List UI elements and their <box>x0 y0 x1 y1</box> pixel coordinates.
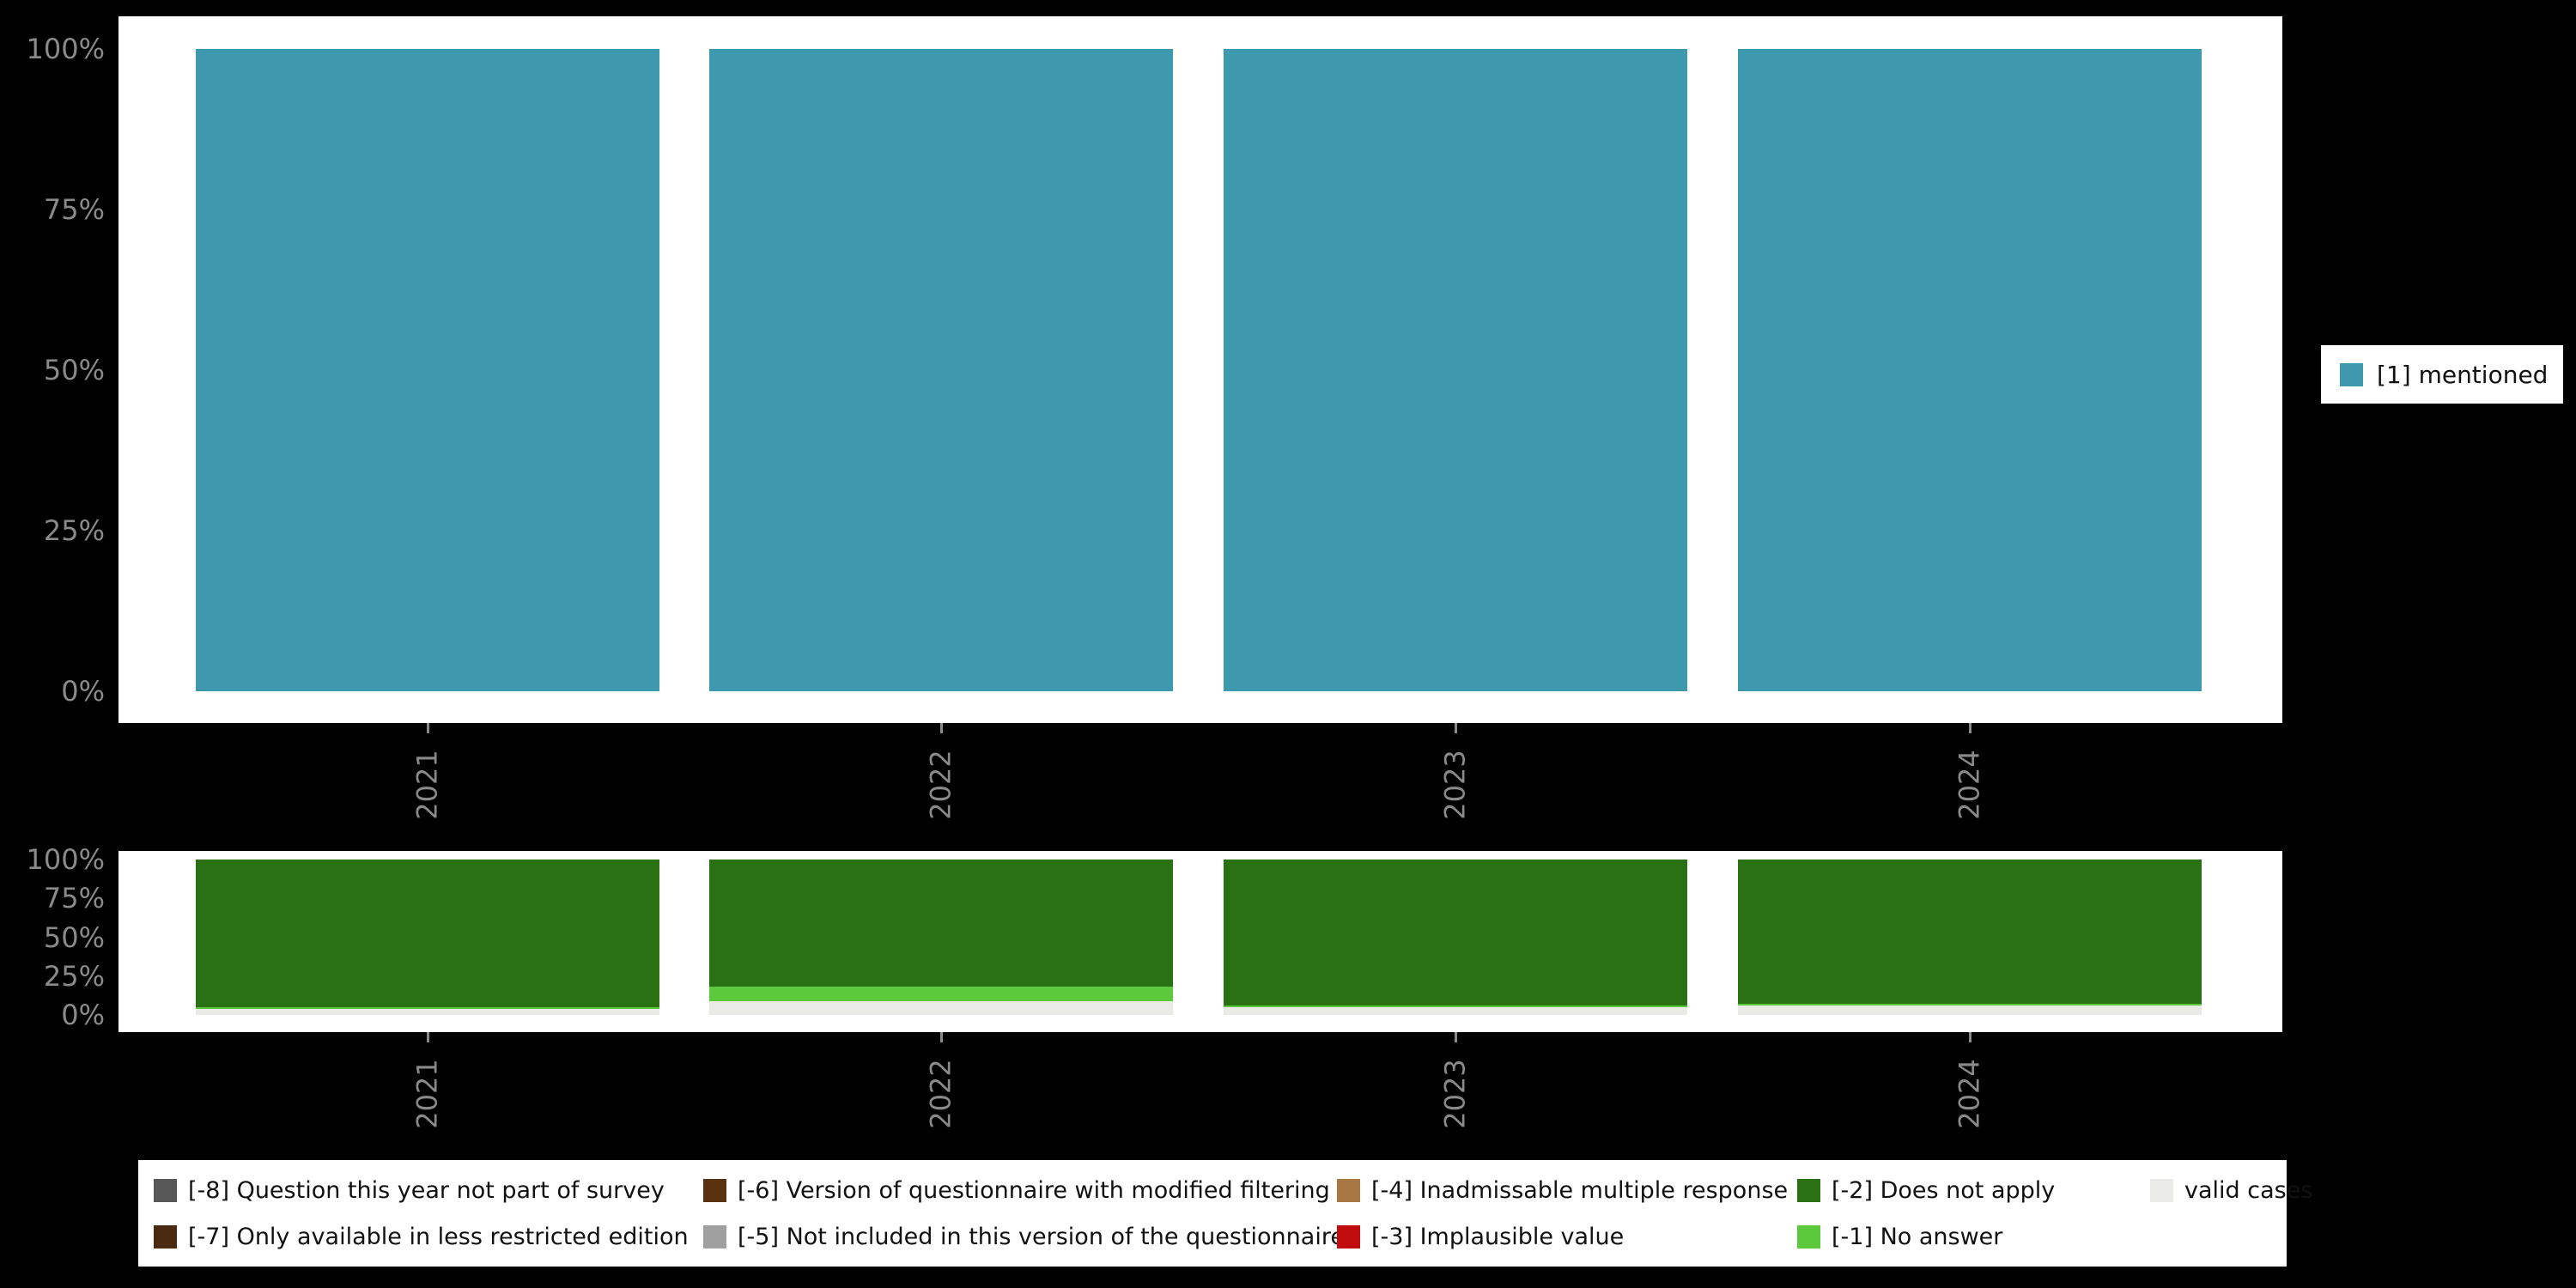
legend-swatch <box>1797 1178 1820 1202</box>
y-tick-label: 50% <box>43 354 105 386</box>
segment-[-2] Does not apply <box>196 860 659 1007</box>
x-tick-label: 2022 <box>925 750 957 820</box>
x-tick-label: 2022 <box>925 1059 957 1129</box>
legend-swatch <box>154 1224 177 1249</box>
legend-swatch <box>154 1178 177 1202</box>
x-tick-mark <box>1968 723 1971 733</box>
segment-[1] mentioned <box>196 49 659 691</box>
legend-item: valid cases <box>2150 1177 2312 1204</box>
x-tick-label: 2024 <box>1953 1059 1986 1129</box>
legend-item: [-7] Only available in less restricted e… <box>154 1224 703 1250</box>
legend-label: [1] mentioned <box>2377 360 2549 389</box>
segment-[-1] No answer <box>1738 1004 2202 1006</box>
segment-[-1] No answer <box>1224 1005 1687 1007</box>
legend-label: [-5] Not included in this version of the… <box>738 1223 1345 1250</box>
legend-swatch <box>1337 1224 1360 1249</box>
legend-item: [-8] Question this year not part of surv… <box>154 1177 703 1204</box>
y-tick-label: 100% <box>26 33 105 65</box>
y-tick-label: 0% <box>61 999 105 1031</box>
legend-swatch <box>703 1178 726 1202</box>
x-tick-mark <box>939 1032 943 1042</box>
x-tick-mark <box>939 723 943 733</box>
bar-2021 <box>196 860 659 1015</box>
y-tick-label: 0% <box>61 675 105 708</box>
legend-item: [-1] No answer <box>1797 1224 2150 1250</box>
y-tick-label: 25% <box>43 514 105 547</box>
y-tick-label: 100% <box>26 843 105 876</box>
x-tick-label: 2023 <box>1439 750 1472 820</box>
segment-[-2] Does not apply <box>1224 860 1687 1006</box>
y-tick-label: 25% <box>43 959 105 993</box>
x-tick-mark <box>1454 723 1457 733</box>
x-tick-mark <box>426 723 429 733</box>
x-tick-mark <box>426 1032 429 1042</box>
bar-2024 <box>1738 860 2202 1015</box>
missing-chart-panel <box>118 851 2282 1032</box>
legend-swatch <box>2150 1178 2173 1202</box>
x-tick-label: 2024 <box>1953 750 1986 820</box>
legend-label: [-6] Version of questionnaire with modif… <box>738 1176 1330 1204</box>
segment-valid cases <box>196 1008 659 1015</box>
bar-2022 <box>709 860 1173 1015</box>
mentioned-legend: [1] mentioned <box>2321 345 2563 404</box>
legend-item: [-6] Version of questionnaire with modif… <box>703 1177 1337 1204</box>
segment-valid cases <box>709 1000 1173 1015</box>
segment-[-2] Does not apply <box>709 860 1173 987</box>
x-tick-mark <box>1454 1032 1457 1042</box>
legend-swatch <box>1797 1224 1820 1249</box>
bar-2024 <box>1738 49 2202 691</box>
y-tick-label: 50% <box>43 920 105 954</box>
segment-[1] mentioned <box>709 49 1173 691</box>
y-tick-label: 75% <box>43 882 105 915</box>
legend-swatch <box>1337 1178 1360 1202</box>
legend-item: [-3] Implausible value <box>1337 1224 1797 1250</box>
legend-item: [-5] Not included in this version of the… <box>703 1224 1345 1250</box>
segment-valid cases <box>1738 1005 2202 1015</box>
y-tick-label: 75% <box>43 193 105 226</box>
x-tick-label: 2021 <box>411 1059 444 1129</box>
legend-label: valid cases <box>2184 1176 2313 1204</box>
mentioned-chart-panel <box>118 16 2282 723</box>
legend-swatch <box>703 1224 726 1249</box>
bar-2023 <box>1224 49 1687 691</box>
x-tick-label: 2023 <box>1439 1059 1472 1129</box>
x-tick-label: 2021 <box>411 750 444 820</box>
legend-label: [-8] Question this year not part of surv… <box>188 1176 665 1204</box>
segment-valid cases <box>1224 1006 1687 1015</box>
bar-2023 <box>1224 860 1687 1015</box>
legend-label: [-2] Does not apply <box>1832 1176 2056 1204</box>
legend-item: [-4] Inadmissable multiple response <box>1337 1177 1797 1204</box>
legend-swatch <box>2340 362 2363 386</box>
legend-label: [-1] No answer <box>1832 1223 2003 1250</box>
segment-[-1] No answer <box>709 987 1173 1001</box>
legend-item: [-2] Does not apply <box>1797 1177 2150 1204</box>
x-tick-mark <box>1968 1032 1971 1042</box>
bar-2021 <box>196 49 659 691</box>
bar-2022 <box>709 49 1173 691</box>
segment-[-1] No answer <box>196 1006 659 1009</box>
missing-values-legend: [-8] Question this year not part of surv… <box>138 1160 2312 1267</box>
segment-[1] mentioned <box>1738 49 2202 691</box>
legend-label: [-7] Only available in less restricted e… <box>188 1223 689 1250</box>
segment-[-2] Does not apply <box>1738 860 2202 1005</box>
legend-label: [-3] Implausible value <box>1371 1223 1625 1250</box>
segment-[1] mentioned <box>1224 49 1687 691</box>
legend-label: [-4] Inadmissable multiple response <box>1371 1176 1789 1204</box>
